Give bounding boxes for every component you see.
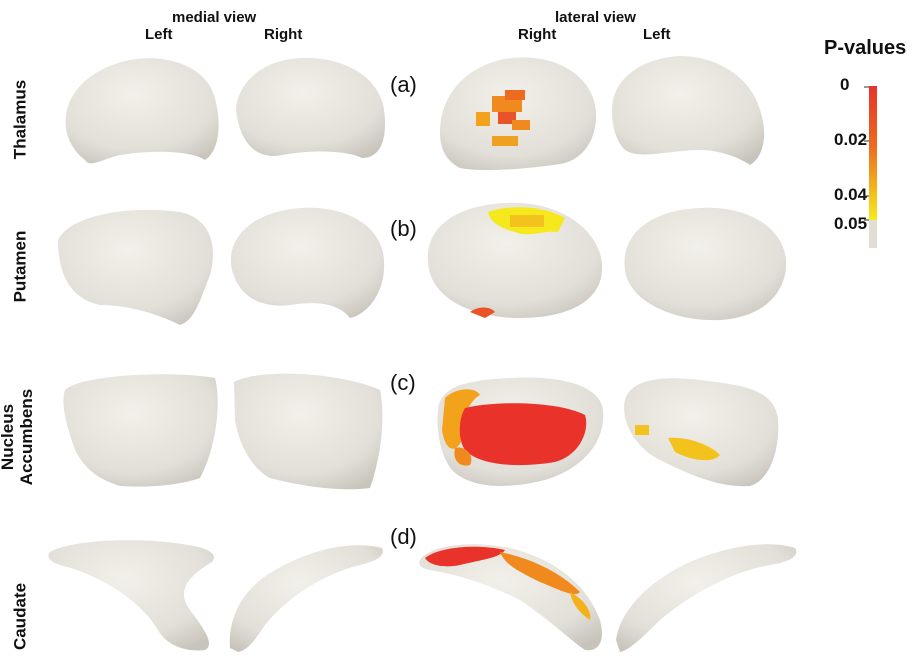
accumbens-medial-right — [234, 373, 383, 490]
medial-view-header: medial view — [172, 9, 257, 26]
medial-left-header: Left — [145, 26, 173, 43]
putamen-lateral-left — [624, 207, 787, 321]
legend-nonsig-swatch — [869, 220, 877, 248]
medial-right-header: Right — [264, 26, 303, 43]
thalamus-lateral-left — [612, 56, 765, 165]
caudate-lateral-left — [616, 544, 797, 652]
caudate-medial-right — [229, 545, 383, 652]
legend-colorbar — [869, 86, 877, 220]
putamen-medial-right — [230, 207, 385, 318]
panel-label-a: (a) — [390, 72, 417, 97]
panel-label-b: (b) — [390, 216, 417, 241]
caudate-lateral-right — [419, 544, 602, 651]
accumbens-significance-patches — [442, 389, 720, 466]
putamen-significance-patches — [470, 207, 565, 318]
putamen-medial-left — [58, 209, 213, 325]
caudate-significance-patches — [425, 546, 591, 620]
thalamus-significance-patches — [476, 90, 530, 146]
thalamus-medial-left — [65, 58, 219, 164]
accumbens-medial-left — [63, 374, 218, 487]
legend-tick-002: 0.02 — [834, 130, 868, 149]
lateral-left-header: Left — [643, 26, 671, 43]
putamen-lateral-right — [427, 202, 603, 318]
legend-tick-004: 0.04 — [834, 185, 868, 204]
legend-tick-005: 0.05 — [834, 214, 868, 233]
legend-title: P-values — [824, 37, 907, 59]
thalamus-lateral-right — [440, 57, 596, 171]
panel-label-d: (d) — [390, 524, 417, 549]
panel-label-c: (c) — [390, 370, 416, 395]
lateral-right-header: Right — [518, 26, 557, 43]
legend-tick-0: 0 — [840, 75, 850, 94]
thalamus-medial-right — [236, 57, 386, 158]
lateral-view-header: lateral view — [555, 9, 636, 26]
accumbens-lateral-left — [624, 378, 779, 487]
caudate-medial-left — [48, 540, 214, 651]
